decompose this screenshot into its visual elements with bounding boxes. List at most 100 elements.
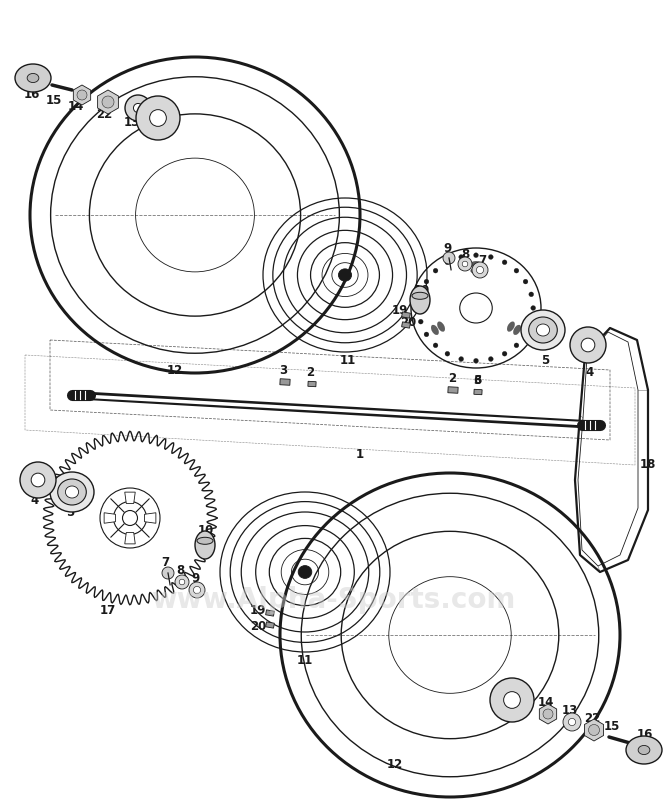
Text: 8: 8 [176, 563, 184, 577]
Ellipse shape [58, 479, 86, 505]
Circle shape [474, 358, 478, 363]
Ellipse shape [521, 310, 565, 350]
Ellipse shape [27, 74, 39, 82]
Circle shape [459, 357, 464, 362]
Text: 20: 20 [400, 315, 416, 329]
Text: 12: 12 [167, 363, 183, 377]
Ellipse shape [471, 261, 482, 267]
Polygon shape [448, 386, 458, 394]
Circle shape [445, 260, 450, 265]
Circle shape [504, 692, 520, 708]
Text: 15: 15 [46, 94, 62, 106]
Circle shape [488, 254, 493, 259]
Text: 22: 22 [584, 711, 600, 725]
Polygon shape [540, 704, 557, 724]
Circle shape [502, 351, 507, 356]
Text: 1: 1 [356, 449, 364, 462]
Circle shape [581, 338, 595, 352]
Polygon shape [145, 513, 156, 523]
Text: 9: 9 [192, 571, 200, 585]
Circle shape [179, 579, 185, 585]
Ellipse shape [89, 114, 301, 316]
Text: 3: 3 [473, 374, 481, 386]
Ellipse shape [536, 324, 550, 336]
Text: 11: 11 [297, 654, 313, 666]
Text: 19: 19 [392, 303, 408, 317]
Ellipse shape [135, 158, 254, 272]
Polygon shape [265, 622, 274, 628]
Polygon shape [402, 312, 410, 318]
Text: 15: 15 [604, 719, 620, 733]
Circle shape [136, 96, 180, 140]
Text: www.Alpha-Sports.com: www.Alpha-Sports.com [151, 586, 515, 614]
Ellipse shape [195, 531, 215, 559]
Text: 12: 12 [387, 758, 403, 771]
Circle shape [514, 343, 519, 348]
Circle shape [568, 718, 576, 726]
Text: 21: 21 [147, 134, 163, 146]
Ellipse shape [412, 292, 428, 299]
Text: 21: 21 [502, 682, 518, 694]
Text: 16: 16 [24, 89, 40, 102]
Text: 4: 4 [31, 494, 39, 506]
Text: 14: 14 [538, 695, 554, 709]
Circle shape [445, 351, 450, 356]
Text: 18: 18 [640, 458, 656, 471]
Circle shape [474, 253, 478, 258]
Ellipse shape [197, 538, 213, 544]
Circle shape [588, 725, 600, 735]
Circle shape [416, 306, 421, 310]
Text: 9: 9 [444, 242, 452, 254]
Text: 17: 17 [100, 603, 116, 617]
Ellipse shape [15, 64, 51, 92]
Circle shape [476, 266, 484, 274]
Circle shape [523, 279, 528, 284]
Circle shape [523, 332, 528, 337]
Text: 2: 2 [448, 371, 456, 385]
Polygon shape [584, 719, 604, 741]
Ellipse shape [514, 325, 521, 335]
Circle shape [102, 96, 114, 108]
Ellipse shape [638, 746, 650, 754]
Circle shape [443, 252, 455, 264]
Circle shape [175, 575, 189, 589]
Circle shape [458, 257, 472, 271]
Polygon shape [97, 90, 118, 114]
Circle shape [424, 279, 429, 284]
Text: 6: 6 [473, 374, 481, 386]
Circle shape [514, 268, 519, 273]
Ellipse shape [529, 317, 558, 343]
Polygon shape [402, 322, 410, 328]
Circle shape [488, 357, 493, 362]
Text: 10: 10 [198, 523, 214, 537]
Circle shape [433, 343, 438, 348]
Circle shape [193, 586, 201, 594]
Circle shape [125, 95, 151, 121]
Text: 20: 20 [250, 619, 266, 633]
Text: 5: 5 [66, 506, 74, 519]
Polygon shape [280, 378, 290, 386]
Circle shape [472, 262, 488, 278]
Circle shape [433, 268, 438, 273]
Circle shape [531, 306, 536, 310]
Circle shape [418, 292, 423, 297]
Ellipse shape [389, 577, 511, 694]
Circle shape [149, 110, 166, 126]
Text: 16: 16 [637, 729, 653, 742]
Text: 5: 5 [541, 354, 549, 366]
Polygon shape [104, 513, 115, 523]
Circle shape [502, 260, 507, 265]
Circle shape [529, 292, 534, 297]
Circle shape [133, 103, 143, 113]
Polygon shape [474, 390, 482, 394]
Text: 7: 7 [161, 555, 169, 569]
Text: 10: 10 [414, 283, 430, 297]
Polygon shape [265, 610, 274, 616]
Ellipse shape [298, 566, 311, 578]
Text: 8: 8 [461, 247, 469, 261]
Text: 13: 13 [562, 703, 578, 717]
Circle shape [20, 462, 56, 498]
Ellipse shape [338, 269, 352, 281]
Polygon shape [125, 533, 135, 544]
Ellipse shape [65, 486, 79, 498]
